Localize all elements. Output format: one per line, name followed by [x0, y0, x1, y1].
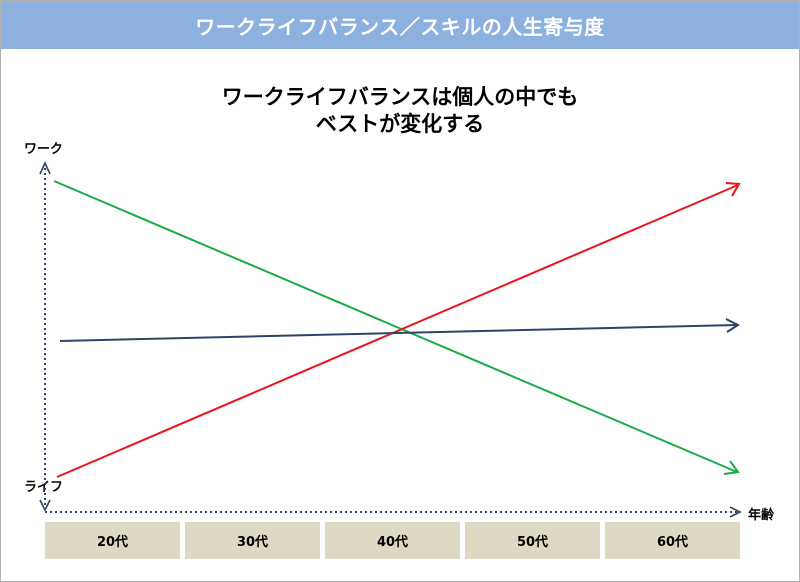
balance-line-arrowhead: [725, 318, 741, 333]
y-axis-top-label: ワーク: [24, 142, 64, 157]
balance-line: [59, 324, 738, 342]
age-band-60s: 60代: [605, 522, 740, 559]
age-band-30s: 30代: [185, 522, 320, 559]
work-line-arrowhead: [723, 460, 740, 475]
x-axis-arrow: [729, 506, 742, 518]
age-band-50s: 50代: [465, 522, 600, 559]
diagram-title-line2: ベストが変化する: [315, 112, 485, 136]
diagram-title: ワークライフバランスは個人の中でも ベストが変化する: [100, 84, 700, 138]
y-axis-top-arrow: [39, 161, 51, 175]
age-band-40s: 40代: [325, 522, 460, 559]
age-band-20s: 20代: [45, 522, 180, 559]
x-axis-label: 年齢: [748, 508, 775, 523]
work-line: [53, 180, 738, 473]
life-line-arrowhead: [725, 182, 741, 197]
life-line: [56, 184, 739, 478]
diagram-title-line1: ワークライフバランスは個人の中でも: [221, 85, 579, 109]
header-title: ワークライフバランス／スキルの人生寄与度: [195, 14, 605, 39]
slide-header: ワークライフバランス／スキルの人生寄与度: [1, 1, 799, 49]
y-axis-bottom-label: ライフ: [24, 480, 64, 495]
y-axis-bottom-arrow: [39, 499, 51, 512]
